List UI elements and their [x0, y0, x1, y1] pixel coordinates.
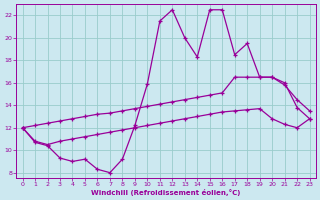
- X-axis label: Windchill (Refroidissement éolien,°C): Windchill (Refroidissement éolien,°C): [92, 189, 241, 196]
